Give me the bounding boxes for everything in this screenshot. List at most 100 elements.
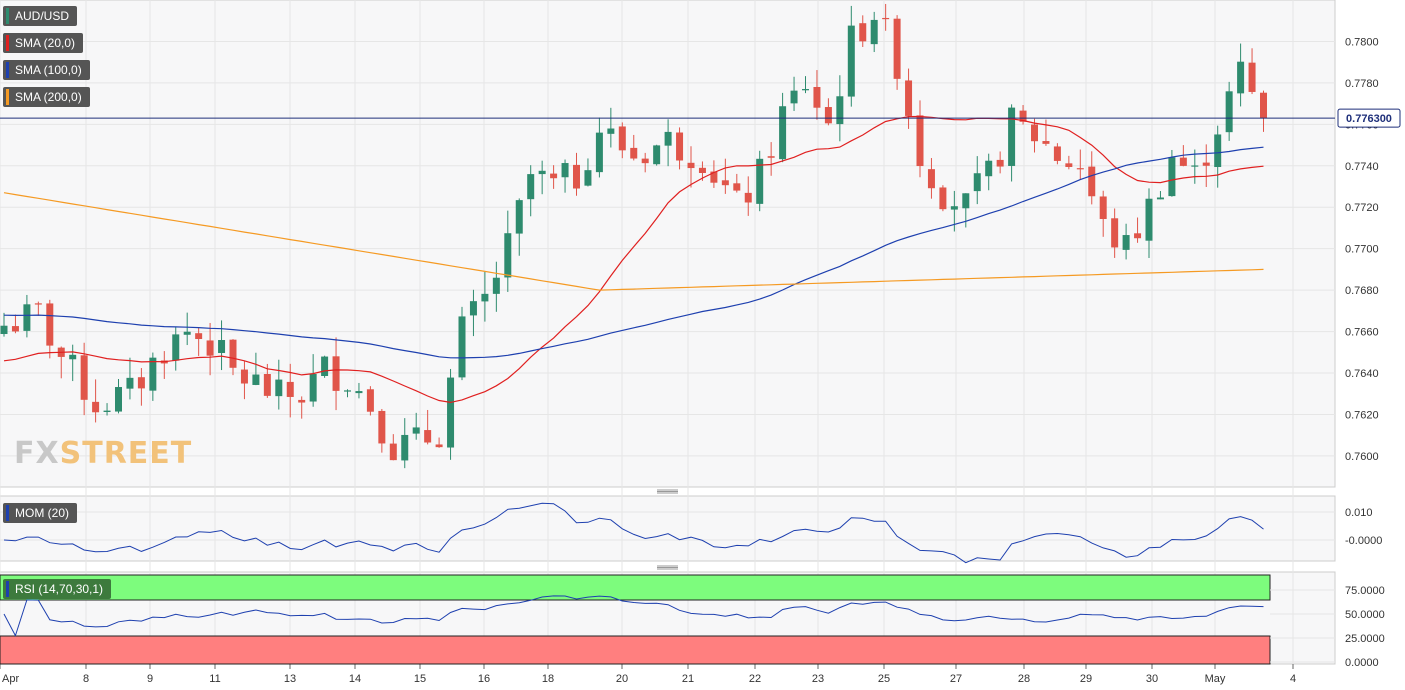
candle-body — [939, 187, 947, 210]
time-tick-label: 11 — [209, 673, 220, 685]
candle-body — [607, 128, 615, 134]
time-tick-label: Apr — [2, 673, 19, 685]
rsi-tick-label: 75.0000 — [1345, 585, 1385, 597]
time-tick-label: 25 — [878, 673, 890, 685]
rsi-overbought-zone — [0, 574, 1271, 601]
candle-body — [218, 340, 226, 354]
time-tick-label: 16 — [478, 673, 490, 685]
mom-tick-label: 0.010 — [1345, 507, 1373, 519]
candle-body — [229, 339, 237, 368]
candle-body — [584, 170, 592, 186]
candle-body — [790, 90, 798, 104]
candle-body — [1168, 157, 1176, 197]
candle-body — [1145, 198, 1153, 241]
candle-body — [847, 25, 855, 97]
sma20-text: SMA (20,0) — [15, 36, 76, 50]
sma100-label: SMA (100,0) — [3, 60, 90, 80]
candle-body — [1134, 233, 1142, 239]
candle-body — [298, 399, 306, 403]
candle-body — [275, 379, 283, 397]
mom-tick-label: -0.0000 — [1345, 535, 1382, 547]
candle-body — [973, 173, 981, 192]
candle-body — [309, 373, 317, 402]
candle-body — [1076, 168, 1084, 170]
candle-body — [126, 377, 134, 389]
candle-body — [0, 325, 8, 335]
main-panel — [0, 0, 1336, 488]
rsi-tick-label: 25.0000 — [1345, 633, 1385, 645]
candle-body — [927, 169, 935, 189]
price-tick-label: 0.7600 — [1345, 451, 1379, 463]
candle-body — [813, 86, 821, 108]
symbol-label: AUD/USD — [3, 6, 78, 26]
candle-body — [481, 293, 489, 302]
candle-body — [802, 89, 809, 91]
sma200-text: SMA (200,0) — [15, 90, 82, 104]
candle-body — [11, 326, 19, 332]
candle-body — [195, 333, 203, 340]
candle-body — [1237, 61, 1245, 94]
candle-body — [103, 410, 111, 412]
candle-body — [1042, 141, 1050, 144]
time-tick-label: 9 — [147, 673, 153, 685]
time-tick-label: 18 — [542, 673, 554, 685]
rsi-oversold-zone — [0, 635, 1271, 665]
candle-body — [424, 430, 432, 443]
symbol-text: AUD/USD — [15, 9, 70, 23]
price-tick-label: 0.7800 — [1345, 36, 1379, 48]
mom-text: MOM (20) — [15, 506, 69, 520]
candle-body — [23, 304, 31, 331]
time-tick-label: 15 — [414, 673, 426, 685]
candle-body — [733, 183, 741, 191]
candle-body — [286, 381, 294, 397]
candle-body — [527, 174, 535, 200]
candle-body — [996, 159, 1004, 167]
candle-body — [263, 374, 271, 396]
time-tick-label: May — [1205, 673, 1226, 685]
candle-body — [252, 374, 260, 385]
current-price-value: 0.776300 — [1346, 113, 1392, 125]
candle-body — [389, 443, 397, 461]
fxstreet-logo: FXSTREET — [14, 436, 193, 471]
candle-body — [435, 444, 443, 448]
candle-body — [1053, 146, 1061, 161]
candle-body — [756, 158, 764, 204]
candle-body — [69, 354, 77, 360]
candle-body — [630, 147, 638, 159]
candle-body — [172, 334, 180, 361]
sma20-line — [3, 115, 1264, 404]
candle-body — [710, 171, 718, 183]
candle-body — [1260, 92, 1267, 119]
candle-body — [492, 277, 500, 294]
price-tick-label: 0.7780 — [1345, 78, 1379, 90]
time-tick-label: 14 — [349, 673, 361, 685]
mom-line — [3, 502, 1264, 564]
sma200-label: SMA (200,0) — [3, 87, 90, 107]
candle-body — [183, 331, 191, 335]
candle-body — [950, 206, 958, 210]
candle-body — [882, 17, 890, 20]
price-tick-label: 0.7740 — [1345, 161, 1379, 173]
candle-body — [698, 167, 706, 173]
rsi-tick-label: 50.0000 — [1345, 609, 1385, 621]
price-tick-label: 0.7660 — [1345, 327, 1379, 339]
time-tick-label: 21 — [682, 673, 694, 685]
time-tick-label: 30 — [1146, 673, 1158, 685]
price-tick-label: 0.7640 — [1345, 368, 1379, 380]
candle-body — [550, 173, 558, 179]
candle-body — [1031, 124, 1038, 142]
candle-body — [1248, 62, 1256, 92]
candle-body — [469, 301, 477, 316]
rsi-text: RSI (14,70,30,1) — [15, 582, 104, 596]
candle-body — [115, 387, 122, 412]
candle-body — [1019, 110, 1027, 122]
mom-panel — [0, 495, 1336, 562]
sma100-text: SMA (100,0) — [15, 63, 82, 77]
candle-body — [1202, 162, 1210, 166]
candle-body — [401, 434, 409, 461]
time-tick-label: 22 — [749, 673, 761, 685]
candle-body — [1214, 134, 1222, 168]
candle-body — [664, 131, 672, 146]
candle-body — [206, 340, 214, 356]
